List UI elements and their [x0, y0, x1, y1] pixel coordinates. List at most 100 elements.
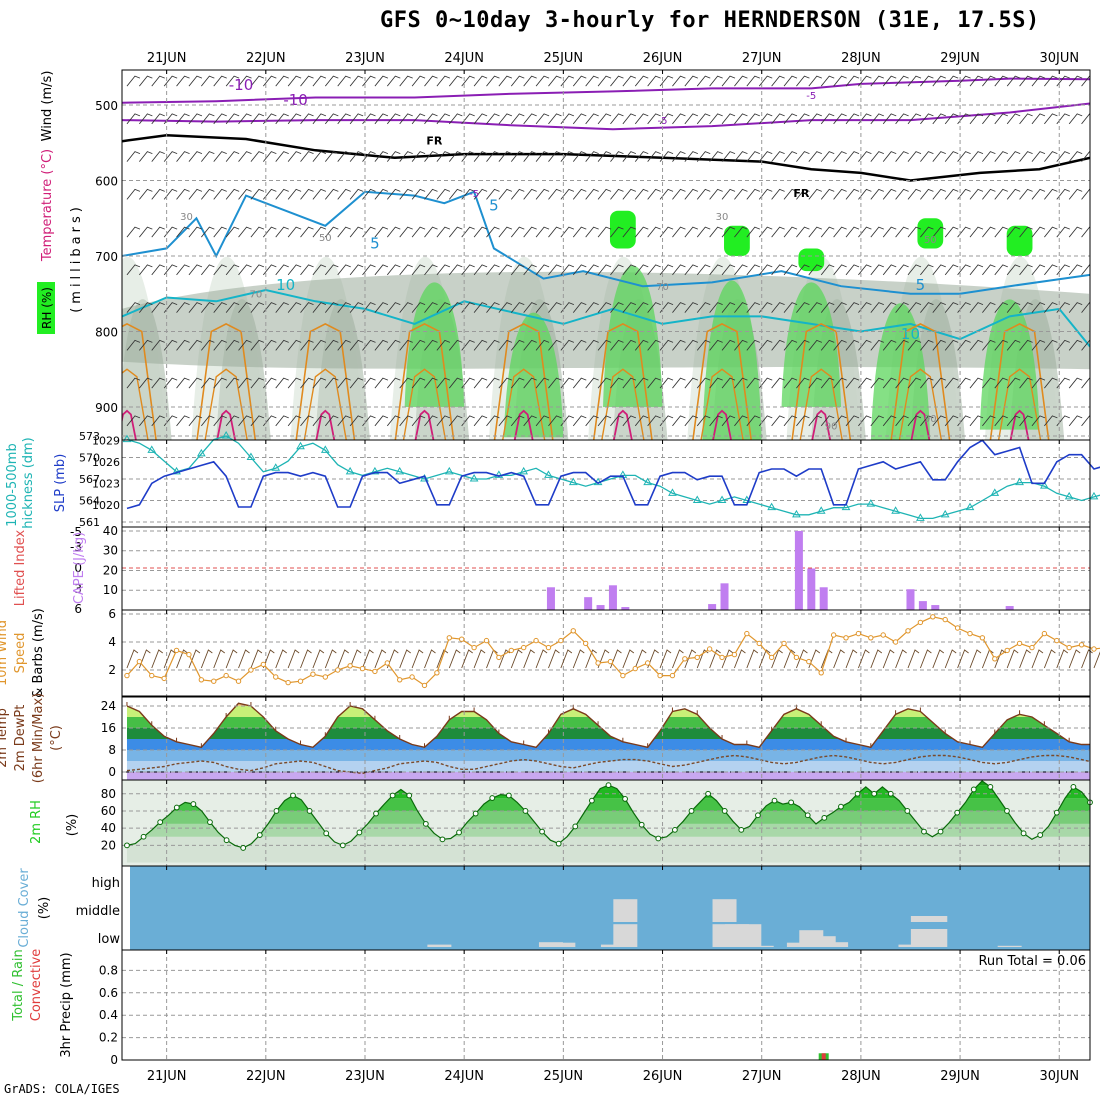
wind-barb — [448, 339, 463, 351]
wind-barb — [796, 188, 810, 200]
wind-barb — [300, 377, 314, 389]
wind-barb — [436, 377, 451, 389]
wind-barb — [808, 377, 822, 389]
wind-barb — [1019, 226, 1033, 238]
wind-speed-point — [421, 682, 428, 689]
wind-speed-point — [335, 667, 341, 673]
wind-speed-point — [843, 635, 849, 641]
cape-tick-label: 20 — [103, 563, 118, 577]
wind-barb — [560, 75, 575, 87]
wind-barb — [126, 113, 141, 125]
wind-barb — [647, 415, 661, 427]
wind-barb — [796, 377, 810, 389]
cape-tick-label: 30 — [103, 544, 118, 558]
wind-barb — [163, 339, 178, 351]
wind-barb — [560, 649, 573, 669]
wind-barb — [1044, 415, 1058, 427]
rh-point — [456, 829, 462, 836]
wind-speed-point — [756, 640, 762, 647]
wind-barb — [225, 188, 240, 200]
wind-barb — [1006, 75, 1021, 87]
wind-barb — [994, 415, 1008, 427]
wind-barb — [833, 188, 847, 200]
wind-barb — [696, 264, 711, 276]
wind-barb — [957, 377, 971, 389]
wind-barb — [362, 151, 376, 162]
wind-barb — [213, 264, 227, 276]
wind-barb — [176, 264, 190, 276]
wind-barb — [1056, 264, 1070, 276]
wind-barb — [783, 113, 798, 125]
wind-barb — [275, 302, 289, 313]
wind-barb — [1068, 226, 1083, 238]
wind-barb — [610, 264, 624, 276]
wind-barb — [225, 415, 240, 427]
wind-barb — [262, 264, 277, 276]
wind-barb — [895, 188, 909, 200]
wind-barb — [672, 75, 686, 87]
wind-barb — [1094, 340, 1100, 350]
thickness-marker — [1089, 491, 1099, 500]
wind-barb — [796, 415, 810, 427]
wind-barb — [709, 264, 723, 276]
rh-point — [821, 814, 828, 821]
wind-barb — [709, 113, 723, 125]
wind-barb — [275, 151, 289, 162]
wind-barb — [200, 264, 215, 276]
wind-barb — [1094, 114, 1100, 124]
wind-barb — [560, 339, 575, 351]
lifted-index-tick-label: 0 — [74, 561, 82, 575]
wind-barb — [920, 415, 934, 427]
rh-point — [505, 792, 512, 799]
wind-barb — [523, 75, 537, 87]
wind-barb — [969, 339, 984, 351]
temp-contour-minus5 — [122, 102, 1090, 131]
wind-barb — [969, 113, 984, 125]
wind-barb — [820, 377, 835, 389]
wind-barb — [349, 377, 364, 389]
wind-barb — [1068, 302, 1083, 313]
date-label-top: 22JUN — [246, 51, 286, 66]
wind-barb — [139, 226, 153, 238]
wind-barb — [734, 75, 748, 87]
wind-barb — [957, 649, 969, 669]
cape-lifted-index-panel: 10 20 30 40 -5-3 0 3 6 Lifted Index CAPE (J/kg) — [13, 524, 1091, 616]
wind-barb — [448, 75, 463, 87]
wind-barb — [498, 151, 513, 162]
wind-barb — [300, 151, 314, 162]
wind-barb — [498, 226, 513, 238]
wind-barb — [895, 302, 909, 313]
cloud-bar — [910, 916, 935, 922]
wind-barb — [151, 75, 165, 87]
temp-contour-20 — [700, 368, 744, 440]
wind-barb — [139, 151, 153, 162]
wind-speed-point — [620, 672, 626, 679]
wind-barb — [734, 377, 748, 389]
wind-barb — [1068, 415, 1083, 427]
wind-barb — [920, 226, 934, 238]
date-label-bottom: 24JUN — [444, 1069, 484, 1084]
wind-speed-point — [198, 677, 205, 683]
wind-barb — [920, 264, 934, 276]
wind-barb — [250, 151, 265, 162]
wind-barb — [572, 113, 587, 125]
rh-point — [140, 833, 147, 840]
wind-barb — [324, 151, 339, 162]
wind-barb — [1019, 415, 1033, 427]
wind-barb — [362, 377, 376, 389]
wind-barb — [746, 113, 761, 125]
thickness-marker — [469, 474, 479, 482]
cloud-bar — [786, 942, 811, 947]
wind-barb — [374, 339, 389, 351]
thickness-marker — [370, 466, 380, 475]
wind-speed-point — [793, 654, 800, 661]
wind-barb — [845, 377, 860, 389]
wind-barb — [610, 113, 624, 125]
wind-barb — [1044, 226, 1058, 238]
wind-barb — [1056, 377, 1070, 389]
wind-barb — [597, 415, 612, 427]
wind-barb — [572, 649, 585, 669]
wind-barb — [225, 264, 240, 276]
wind-barb — [176, 377, 190, 389]
